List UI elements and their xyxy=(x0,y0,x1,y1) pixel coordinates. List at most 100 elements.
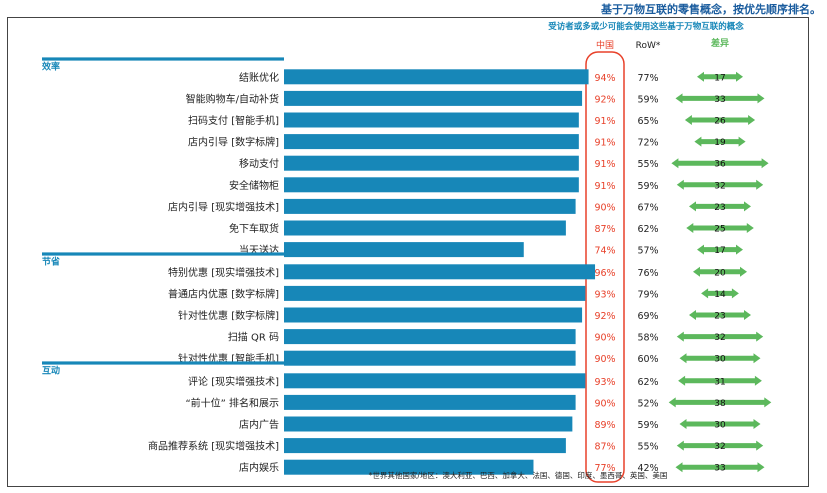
bar xyxy=(284,459,534,475)
china-value-label: 74% xyxy=(594,246,615,257)
row-value-label: 76% xyxy=(637,268,658,279)
row-value-label: 62% xyxy=(637,377,658,388)
bar xyxy=(284,394,576,410)
diff-value-label: 32 xyxy=(714,181,725,191)
category-label: “前十位” 排名和展示 xyxy=(185,396,279,409)
category-label: 智能购物车/自动补货 xyxy=(186,92,279,105)
china-value-label: 90% xyxy=(594,202,615,213)
row-value-label: 69% xyxy=(637,311,658,322)
bar xyxy=(284,177,579,193)
china-value-label: 91% xyxy=(594,116,615,127)
china-value-label: 92% xyxy=(594,311,615,322)
diff-arrow xyxy=(671,158,769,169)
row-value-label: 62% xyxy=(637,224,658,235)
diff-arrow xyxy=(678,375,762,386)
diff-arrow xyxy=(676,440,764,451)
diff-arrow xyxy=(668,397,772,408)
bar xyxy=(284,155,579,171)
row-value-label: 59% xyxy=(637,181,658,192)
diff-value-label: 36 xyxy=(714,160,726,170)
row-value-label: 67% xyxy=(637,202,658,213)
diff-value-label: 30 xyxy=(714,355,726,365)
diff-value-label: 17 xyxy=(714,73,725,83)
diff-arrow xyxy=(697,244,743,255)
category-label: 针对性优惠 [数字标牌] xyxy=(178,309,279,322)
chart-frame: 受访者或多或少可能会使用这些基于万物互联的概念 中国 RoW* 差异 效率 结账优化 94%… xyxy=(7,17,809,487)
category-label: 安全储物柜 xyxy=(229,179,279,192)
category-label: 免下车取货 xyxy=(229,222,279,235)
chart-footnote: *世界其他国家/地区：澳大利亚、巴西、加拿大、法国、德国、印度、墨西哥、英国、美… xyxy=(369,470,668,480)
row-value-label: 79% xyxy=(637,289,658,300)
china-value-label: 94% xyxy=(594,73,615,84)
category-label: 特别优惠 [现实增强技术] xyxy=(168,266,279,279)
diff-value-label: 38 xyxy=(714,399,726,409)
row-value-label: 60% xyxy=(637,354,658,365)
category-label: 评论 [现实增强技术] xyxy=(188,375,279,388)
diff-value-label: 14 xyxy=(714,290,726,300)
diff-value-label: 19 xyxy=(714,138,726,148)
diff-arrow xyxy=(679,419,761,429)
page-title: 基于万物互联的零售概念，按优先顺序排名。 xyxy=(601,3,821,16)
category-label: 结账优化 xyxy=(239,71,279,84)
header-china: 中国 xyxy=(596,39,614,51)
diff-arrow xyxy=(686,223,754,233)
china-value-label: 90% xyxy=(594,333,615,344)
china-value-label: 93% xyxy=(594,377,615,388)
row-value-label: 52% xyxy=(637,398,658,409)
row-value-label: 77% xyxy=(637,73,658,84)
diff-arrow xyxy=(693,266,747,277)
china-value-label: 90% xyxy=(594,398,615,409)
category-label: 普通店内优惠 [数字标牌] xyxy=(168,287,279,300)
diff-value-label: 32 xyxy=(714,442,725,452)
diff-value-label: 33 xyxy=(714,464,725,474)
section-label: 节省 xyxy=(42,255,60,267)
row-value-label: 72% xyxy=(637,138,658,149)
diff-arrow xyxy=(701,288,739,299)
diff-value-label: 31 xyxy=(714,377,725,387)
bar xyxy=(284,307,583,323)
category-label: 移动支付 xyxy=(239,157,279,170)
bar xyxy=(284,69,589,85)
diff-arrow xyxy=(689,201,751,212)
bar xyxy=(284,350,576,366)
row-value-label: 55% xyxy=(637,159,658,170)
row-value-label: 58% xyxy=(637,333,658,344)
diff-value-label: 25 xyxy=(714,225,725,235)
bar xyxy=(284,198,576,214)
diff-value-label: 26 xyxy=(714,117,726,127)
section-bar xyxy=(42,252,284,256)
bar xyxy=(284,112,579,128)
category-label: 扫码支付 [智能手机] xyxy=(188,114,279,127)
category-label: 商品推荐系统 [现实增强技术] xyxy=(148,440,279,453)
diff-arrow xyxy=(675,462,765,473)
category-label: 店内广告 xyxy=(239,418,279,431)
diff-value-label: 23 xyxy=(714,203,725,213)
bar xyxy=(284,90,583,106)
bar xyxy=(284,285,586,301)
china-value-label: 91% xyxy=(594,138,615,149)
bar xyxy=(284,264,596,280)
header-row: RoW* xyxy=(636,41,661,51)
category-label: 店内娱乐 xyxy=(239,461,279,474)
section-bar xyxy=(42,361,284,365)
diff-arrow xyxy=(676,179,764,190)
diff-arrow xyxy=(689,310,751,320)
category-label: 扫描 QR 码 xyxy=(228,331,279,344)
bar xyxy=(284,242,524,258)
diff-arrow xyxy=(679,353,761,364)
diff-value-label: 17 xyxy=(714,246,725,256)
china-value-label: 96% xyxy=(594,268,615,279)
china-value-label: 87% xyxy=(594,442,615,453)
diff-value-label: 33 xyxy=(714,95,725,105)
bar xyxy=(284,329,576,345)
diff-value-label: 23 xyxy=(714,312,725,322)
diff-value-label: 32 xyxy=(714,333,725,343)
diff-arrow xyxy=(676,331,764,342)
diff-value-label: 20 xyxy=(714,268,726,278)
china-value-label: 90% xyxy=(594,354,615,365)
bar xyxy=(284,220,566,236)
china-value-label: 92% xyxy=(594,94,615,105)
bar xyxy=(284,438,566,454)
category-label: 店内引导 [数字标牌] xyxy=(188,136,279,149)
